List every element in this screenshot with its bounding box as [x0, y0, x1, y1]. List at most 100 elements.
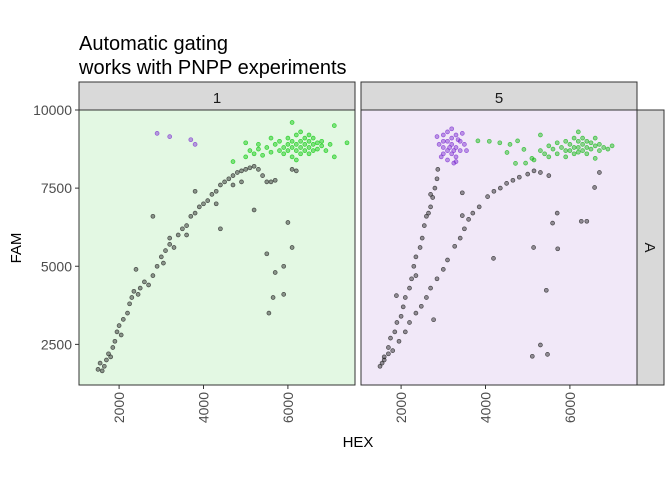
data-point — [559, 145, 564, 150]
data-point — [445, 148, 450, 153]
data-point — [542, 151, 547, 157]
data-point — [218, 182, 223, 188]
data-point — [435, 167, 441, 172]
data-point — [281, 151, 287, 157]
data-point — [580, 148, 585, 153]
data-point — [491, 256, 496, 261]
data-point — [277, 148, 282, 153]
data-point — [302, 142, 308, 147]
data-point — [243, 154, 249, 160]
data-point — [154, 131, 160, 136]
data-point — [597, 142, 602, 147]
data-point — [580, 142, 585, 147]
x-tick-label: 2000 — [111, 392, 127, 423]
data-point — [118, 332, 124, 338]
data-point — [424, 295, 429, 300]
data-point — [440, 132, 446, 138]
series-purple — [434, 126, 469, 166]
data-point — [459, 131, 465, 136]
data-point — [315, 146, 320, 152]
data-point — [445, 257, 450, 263]
y-axis-title: FAM — [8, 233, 25, 264]
data-point — [306, 145, 312, 150]
data-point — [538, 148, 543, 153]
data-point — [538, 132, 543, 138]
data-point — [381, 357, 387, 363]
data-point — [264, 251, 270, 257]
data-point — [434, 134, 440, 139]
data-point — [426, 210, 431, 216]
x-tick-label: 4000 — [477, 392, 493, 423]
data-point — [531, 168, 537, 174]
data-point — [578, 218, 584, 224]
data-point — [485, 194, 490, 199]
data-point — [538, 342, 543, 348]
data-point — [466, 217, 471, 222]
data-point — [201, 201, 206, 207]
data-point — [400, 304, 406, 310]
data-point — [523, 160, 528, 166]
series-green — [230, 120, 350, 164]
data-point — [108, 354, 114, 360]
data-point — [546, 143, 552, 149]
data-point — [563, 138, 569, 144]
x-tick-label: 6000 — [280, 392, 296, 423]
data-point — [142, 279, 147, 285]
data-point — [192, 188, 198, 194]
data-point — [575, 129, 581, 135]
series-green — [475, 129, 615, 166]
data-point — [584, 145, 590, 150]
data-point — [584, 151, 590, 157]
data-point — [251, 151, 257, 157]
data-point — [209, 192, 215, 197]
y-tick-label: 2500 — [41, 336, 72, 352]
data-point — [428, 192, 433, 197]
data-point — [419, 235, 425, 241]
data-point — [434, 176, 440, 182]
data-point — [306, 132, 312, 138]
data-point — [315, 140, 320, 146]
data-point — [285, 142, 291, 147]
data-point — [247, 148, 253, 153]
data-point — [421, 223, 427, 228]
data-point — [567, 142, 573, 147]
data-point — [386, 345, 391, 350]
data-point — [272, 142, 278, 147]
data-point — [394, 293, 399, 298]
data-point — [394, 320, 400, 325]
data-point — [112, 338, 118, 344]
data-point — [407, 320, 412, 325]
data-point — [516, 174, 522, 180]
data-point — [430, 195, 436, 200]
data-point — [584, 138, 590, 144]
data-point — [285, 135, 291, 141]
series-negative — [377, 167, 602, 369]
data-point — [388, 335, 393, 341]
data-point — [453, 159, 459, 164]
data-point — [567, 148, 573, 153]
data-point — [319, 138, 325, 144]
data-point — [386, 351, 391, 357]
data-point — [161, 260, 166, 266]
data-point — [398, 313, 404, 319]
data-point — [264, 145, 270, 150]
data-point — [605, 146, 611, 152]
x-axis-title: HEX — [343, 434, 374, 451]
data-point — [167, 242, 173, 247]
data-point — [531, 157, 537, 163]
x-tick-label: 2000 — [393, 392, 409, 423]
data-point — [264, 179, 270, 185]
data-point — [289, 138, 295, 144]
data-point — [413, 310, 419, 316]
data-point — [377, 363, 383, 369]
data-point — [455, 137, 461, 143]
data-point — [554, 151, 560, 157]
data-point — [452, 243, 458, 249]
data-point — [230, 159, 236, 164]
data-point — [293, 132, 299, 138]
data-point — [609, 143, 615, 149]
data-point — [396, 338, 402, 344]
data-point — [95, 367, 101, 372]
data-point — [289, 120, 295, 125]
data-point — [510, 177, 516, 183]
